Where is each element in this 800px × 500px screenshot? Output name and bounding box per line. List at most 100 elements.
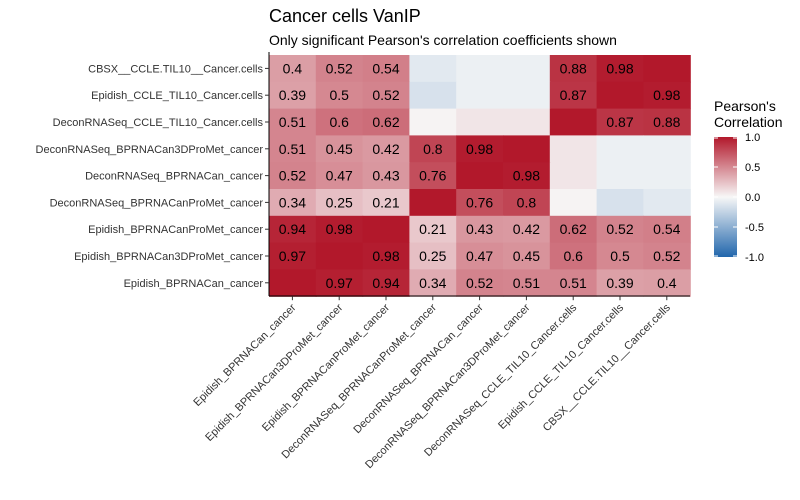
cell-value-label: 0.62 [372,114,399,130]
heatmap-cell [315,269,364,297]
heatmap-cell [362,108,410,136]
heatmap-cell [643,215,691,244]
heatmap-cell [269,55,317,83]
heatmap-cell [362,242,410,270]
heatmap-cell [362,215,410,244]
cell-value-label: 0.62 [560,221,587,237]
heatmap-cells [269,55,691,297]
cell-value-label: 0.8 [517,194,537,210]
heatmap-cell [549,135,598,163]
heatmap-cell [456,269,504,297]
heatmap-cell [456,108,504,136]
cell-value-label: 0.97 [279,248,306,264]
heatmap-cell [269,108,317,136]
cell-value-label: 0.51 [560,275,587,291]
heatmap-cell [315,215,364,244]
heatmap-cell [315,81,364,110]
y-tick-label: Epidish_BPRNACanProMet_cancer [88,224,263,236]
cell-value-label: 0.52 [466,275,493,291]
cell-value-label: 0.94 [372,275,399,291]
cell-value-label: 0.52 [653,248,680,264]
heatmap-cell [362,81,410,110]
cell-value-label: 0.98 [326,221,353,237]
heatmap-cell [409,55,457,83]
cell-value-label: 0.52 [326,60,353,76]
heatmap-cell [456,81,504,110]
cell-value-label: 0.6 [563,248,583,264]
heatmap-cell [269,242,317,270]
legend-tick-label: 0.5 [745,162,760,174]
cell-value-label: 0.76 [466,194,493,210]
heatmap-cell [549,55,598,83]
heatmap-cell [409,189,457,217]
heatmap-cell [643,242,691,270]
y-tick-label: Epidish_BPRNACan3DProMet_cancer [74,251,263,263]
heatmap-cell [269,162,317,190]
heatmap-cell [596,215,644,244]
chart-subtitle: Only significant Pearson's correlation c… [269,32,617,48]
heatmap-cell [503,55,551,83]
cell-value-label: 0.42 [513,221,540,237]
x-axis-ticks: Epidish_BPRNACan_cancerEpidish_BPRNACan3… [191,296,673,471]
heatmap-cell [269,189,317,217]
heatmap-cell [409,135,457,163]
heatmap-cell [409,162,457,190]
heatmap-cell [549,108,598,136]
cell-value-label: 0.51 [513,275,540,291]
heatmap-cell [456,55,504,83]
cell-value-label: 0.94 [279,221,306,237]
cell-value-label: 0.51 [279,141,306,157]
heatmap-cell [549,81,598,110]
cell-value-label: 0.87 [606,114,633,130]
heatmap-cell [362,162,410,190]
heatmap-cell [315,242,364,270]
heatmap-cell [549,189,598,217]
heatmap-cell [596,269,644,297]
legend-tick-label: -1.0 [745,252,764,264]
heatmap-cell [315,55,364,83]
heatmap-cell [596,242,644,270]
legend-colorbar [714,137,737,257]
heatmap-cell [549,162,598,190]
cell-value-label: 0.5 [610,248,630,264]
cell-value-label: 0.51 [279,114,306,130]
heatmap-cell [269,81,317,110]
heatmap-cell [315,135,364,163]
cell-value-label: 0.54 [372,60,399,76]
cell-value-label: 0.98 [653,87,680,103]
chart-title: Cancer cells VanIP [269,6,421,26]
cell-value-label: 0.47 [466,248,493,264]
cell-value-label: 0.98 [372,248,399,264]
y-axis-ticks: CBSX__CCLE.TIL10__Cancer.cells Epidish_CC… [36,63,269,290]
cell-value-label: 0.8 [423,141,443,157]
cell-value-label: 0.45 [326,141,353,157]
y-tick-label: DeconRNASeq_BPRNACan_cancer [85,171,263,183]
cell-value-label: 0.39 [279,87,306,103]
heatmap-cell [409,269,457,297]
heatmap-cell [456,215,504,244]
cell-value-label: 0.21 [419,221,446,237]
cell-value-label: 0.4 [657,275,677,291]
heatmap-cell [456,242,504,270]
heatmap-cell [549,269,598,297]
y-tick-label: CBSX__CCLE.TIL10__Cancer.cells [88,63,263,75]
heatmap-cell [409,215,457,244]
heatmap-cell [549,242,598,270]
heatmap-cell [643,108,691,136]
cell-value-label: 0.98 [606,60,633,76]
cell-value-label: 0.5 [329,87,349,103]
x-tick-label: DeconRNASeq_BPRNACan3DProMet_cancer [363,302,533,472]
cell-value-label: 0.76 [419,168,446,184]
legend-title-line-2: Correlation [714,114,782,130]
heatmap-cell [503,108,551,136]
heatmap-cell [643,162,691,190]
heatmap-cell [643,55,691,83]
cell-value-label: 0.25 [419,248,446,264]
heatmap-cell [409,242,457,270]
legend-tick-label: 1.0 [745,132,760,144]
heatmap-cell [643,135,691,163]
heatmap-cell [269,135,317,163]
cell-value-label: 0.45 [513,248,540,264]
heatmap-cell [362,55,410,83]
